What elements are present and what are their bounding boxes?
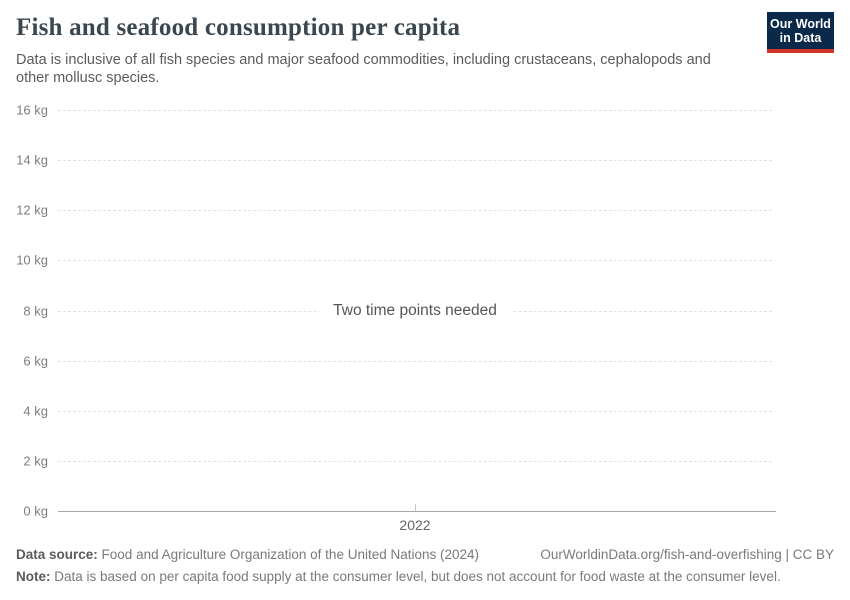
chart-footer: Data source: Food and Agriculture Organi… [16,547,834,584]
note-label: Note: [16,569,51,584]
note-value: Data is based on per capita food supply … [54,569,781,584]
y-axis-tick-label: 10 kg [16,252,48,268]
y-axis-tick-label: 0 kg [23,503,48,519]
y-axis-tick-label: 12 kg [16,202,48,218]
owid-logo-line2: in Data [779,31,822,45]
chart-subtitle: Data is inclusive of all fish species an… [16,52,711,87]
x-axis-line [58,511,776,512]
data-source-text: Data source: Food and Agriculture Organi… [16,547,479,562]
y-axis-tick-label: 14 kg [16,152,48,168]
y-axis-tick-label: 6 kg [23,353,48,369]
x-axis-tick-label: 2022 [399,517,431,533]
y-axis-tick-label: 4 kg [23,403,48,419]
footer-note-row: Note: Data is based on per capita food s… [16,569,834,584]
y-gridline [58,210,772,212]
chart-header: Fish and seafood consumption per capita … [16,12,834,87]
y-gridline [58,460,772,462]
owid-logo-line1: Our World [770,17,831,31]
y-axis-tick-label: 2 kg [23,453,48,469]
data-source-value: Food and Agriculture Organization of the… [101,547,480,562]
y-gridline [58,410,772,412]
empty-state-message: Two time points needed [319,299,511,322]
footer-sources-row: Data source: Food and Agriculture Organi… [16,547,834,562]
owid-logo: Our World in Data [767,12,834,53]
data-source-label: Data source: [16,547,98,562]
y-gridline [58,260,772,262]
y-axis-tick-label: 16 kg [16,102,48,118]
owid-url-link[interactable]: OurWorldinData.org/fish-and-overfishing … [540,547,834,562]
x-axis-tick-mark [415,504,416,511]
page-title: Fish and seafood consumption per capita [16,14,461,41]
y-gridline [58,360,772,362]
y-axis-tick-label: 8 kg [23,303,48,318]
y-gridline [58,110,772,111]
chart-plot-area: 0 kg 2 kg 4 kg 6 kg 8 kg 10 kg 12 kg 14 kg 16 kg… [0,100,850,540]
y-gridline [58,160,772,162]
